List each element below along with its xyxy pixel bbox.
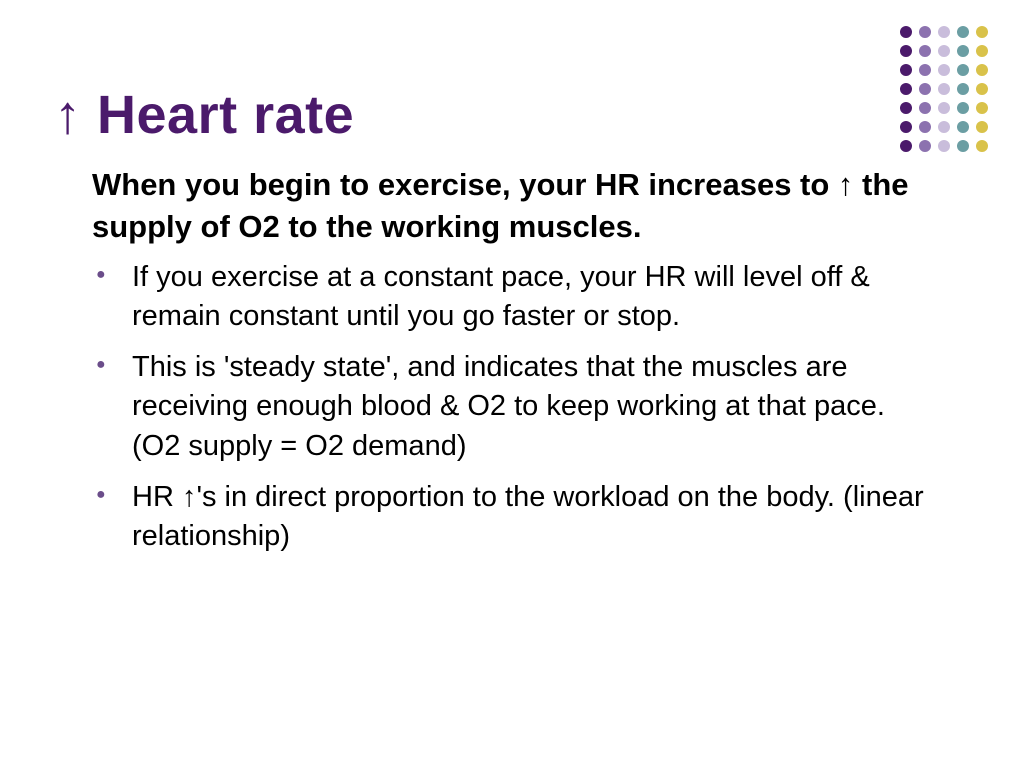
dot-icon (900, 102, 912, 114)
dot-icon (957, 45, 969, 57)
slide-title: ↑ Heart rate (54, 84, 354, 146)
intro-paragraph: When you begin to exercise, your HR incr… (92, 164, 912, 248)
decorative-dot-grid (900, 26, 988, 159)
dot-icon (976, 102, 988, 114)
dot-icon (976, 83, 988, 95)
dot-icon (957, 140, 969, 152)
dot-icon (957, 64, 969, 76)
dot-icon (919, 26, 931, 38)
dot-icon (919, 45, 931, 57)
dot-row (900, 26, 988, 38)
dot-icon (900, 45, 912, 57)
bullet-list: If you exercise at a constant pace, your… (132, 258, 932, 568)
dot-row (900, 64, 988, 76)
dot-icon (957, 121, 969, 133)
dot-icon (900, 121, 912, 133)
dot-icon (938, 26, 950, 38)
dot-icon (976, 121, 988, 133)
up-arrow-icon: ↑ (54, 85, 82, 145)
dot-icon (976, 64, 988, 76)
dot-icon (976, 140, 988, 152)
dot-icon (938, 121, 950, 133)
dot-row (900, 121, 988, 133)
list-item: If you exercise at a constant pace, your… (132, 258, 932, 336)
title-text: Heart rate (97, 85, 354, 145)
dot-icon (919, 121, 931, 133)
dot-icon (938, 83, 950, 95)
dot-icon (900, 26, 912, 38)
dot-icon (919, 102, 931, 114)
dot-icon (938, 140, 950, 152)
dot-icon (938, 64, 950, 76)
dot-icon (976, 45, 988, 57)
dot-icon (919, 64, 931, 76)
dot-icon (938, 102, 950, 114)
dot-icon (900, 140, 912, 152)
dot-icon (919, 140, 931, 152)
dot-icon (976, 26, 988, 38)
dot-icon (900, 64, 912, 76)
dot-row (900, 83, 988, 95)
dot-row (900, 102, 988, 114)
dot-icon (957, 83, 969, 95)
dot-icon (938, 45, 950, 57)
dot-icon (957, 26, 969, 38)
dot-row (900, 45, 988, 57)
dot-icon (919, 83, 931, 95)
slide: ↑ Heart rate When you begin to exercise,… (0, 0, 1024, 768)
dot-row (900, 140, 988, 152)
dot-icon (957, 102, 969, 114)
dot-icon (900, 83, 912, 95)
list-item: HR ↑'s in direct proportion to the workl… (132, 478, 932, 556)
list-item: This is 'steady state', and indicates th… (132, 348, 932, 465)
